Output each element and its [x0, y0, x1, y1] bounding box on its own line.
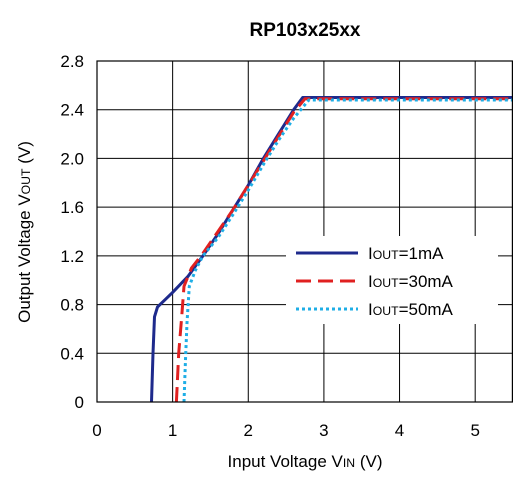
x-tick-label: 0: [92, 421, 101, 440]
label-part-post: =1mA: [399, 244, 445, 263]
y-tick-label: 0: [75, 393, 84, 412]
x-tick-label: 5: [470, 421, 479, 440]
label-part-pre: Output Voltage V: [15, 194, 34, 323]
chart-title: RP103x25xx: [250, 20, 361, 41]
label-part-pre: Input Voltage V: [228, 452, 344, 471]
label-part-sub: OUT: [19, 168, 33, 194]
x-tick-labels: 0 1 2 3 4 5: [92, 421, 480, 440]
label-part-post: (V): [15, 141, 34, 168]
label-part-sub: OUT: [373, 304, 399, 318]
y-tick-label: 0.4: [60, 344, 84, 363]
label-part-post: =50mA: [399, 300, 454, 319]
label-part-post: =30mA: [399, 272, 454, 291]
y-tick-label: 1.2: [60, 247, 84, 266]
y-tick-label: 0.8: [60, 296, 84, 315]
label-part-sub: IN: [343, 456, 355, 470]
x-tick-label: 3: [319, 421, 328, 440]
label-part-post: (V): [355, 452, 382, 471]
grid: [97, 61, 513, 402]
y-tick-labels: 0 0.4 0.8 1.2 1.6 2.0 2.4 2.8: [60, 52, 84, 412]
x-tick-label: 2: [244, 421, 253, 440]
x-axis-label: Input Voltage VIN (V): [228, 452, 383, 471]
y-axis-label: Output Voltage VOUT (V): [15, 141, 34, 323]
y-tick-label: 1.6: [60, 198, 84, 217]
x-tick-label: 4: [395, 421, 404, 440]
label-part-sub: OUT: [373, 248, 399, 262]
x-tick-label: 1: [168, 421, 177, 440]
y-tick-label: 2.4: [60, 101, 84, 120]
y-tick-label: 2.8: [60, 52, 84, 71]
plot-frame: [97, 61, 512, 402]
label-part-sub: OUT: [373, 276, 399, 290]
y-tick-label: 2.0: [60, 149, 84, 168]
